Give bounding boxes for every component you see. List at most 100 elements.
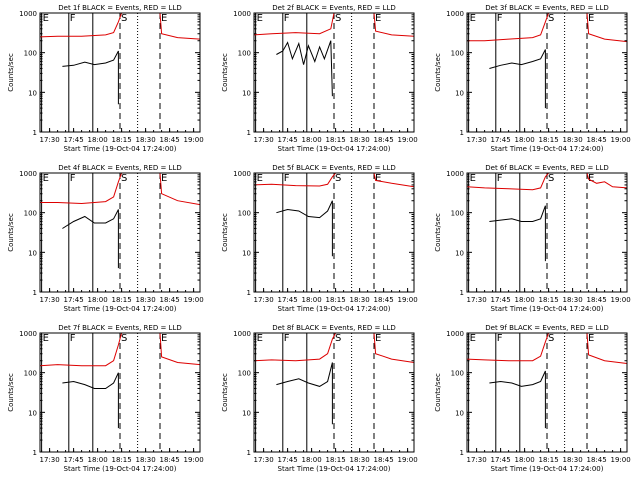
x-tick-label: 19:00 xyxy=(398,296,418,304)
x-tick-label: 17:30 xyxy=(40,456,60,464)
x-tick-label: 17:45 xyxy=(278,456,298,464)
y-tick-label: 1 xyxy=(33,449,37,457)
y-tick-label: 10 xyxy=(28,89,37,97)
y-tick-label: 1 xyxy=(460,289,464,297)
marker-label: E xyxy=(43,173,49,184)
y-tick-label: 100 xyxy=(238,210,251,218)
x-tick-label: 18:30 xyxy=(563,136,583,144)
marker-label: S xyxy=(121,333,127,344)
marker-label: F xyxy=(497,333,503,344)
x-tick-label: 17:30 xyxy=(254,136,274,144)
x-tick-label: 18:00 xyxy=(515,136,535,144)
y-tick-label: 1 xyxy=(33,289,37,297)
x-tick-label: 18:45 xyxy=(587,296,607,304)
x-tick-label: 18:00 xyxy=(302,296,322,304)
x-tick-label: 18:00 xyxy=(88,456,108,464)
marker-label: F xyxy=(284,333,290,344)
marker-label: E xyxy=(375,333,381,344)
marker-label: E xyxy=(257,13,263,24)
x-tick-label: 18:15 xyxy=(112,456,132,464)
x-tick-label: 19:00 xyxy=(611,136,631,144)
marker-label: E xyxy=(470,13,476,24)
x-axis-label: Start Time (19-Oct-04 17:24:00) xyxy=(491,305,604,313)
y-tick-label: 10 xyxy=(242,409,251,417)
panel-title: Det 1f BLACK = Events, RED = LLD xyxy=(58,4,181,12)
x-tick-label: 17:30 xyxy=(254,456,274,464)
y-tick-label: 10 xyxy=(242,89,251,97)
x-tick-label: 18:15 xyxy=(326,456,346,464)
events-line xyxy=(62,209,119,269)
x-tick-label: 18:45 xyxy=(160,296,180,304)
x-tick-label: 19:00 xyxy=(611,456,631,464)
marker-label: S xyxy=(121,13,127,24)
y-axis-label: Counts/sec xyxy=(7,213,15,252)
x-tick-label: 18:30 xyxy=(563,296,583,304)
events-line xyxy=(276,362,333,425)
y-tick-label: 100 xyxy=(24,210,37,218)
marker-label: E xyxy=(470,173,476,184)
panel-title: Det 8f BLACK = Events, RED = LLD xyxy=(272,324,395,332)
y-tick-label: 1000 xyxy=(446,330,464,338)
marker-label: E xyxy=(43,333,49,344)
marker-label: E xyxy=(588,173,594,184)
x-tick-label: 17:30 xyxy=(40,296,60,304)
events-line xyxy=(62,372,119,429)
x-tick-label: 19:00 xyxy=(184,136,204,144)
marker-label: F xyxy=(70,173,76,184)
events-line xyxy=(489,49,546,109)
x-tick-label: 18:15 xyxy=(326,296,346,304)
y-tick-label: 1 xyxy=(460,129,464,137)
y-tick-label: 1000 xyxy=(233,170,251,178)
x-tick-label: 18:15 xyxy=(112,136,132,144)
x-tick-label: 18:30 xyxy=(136,136,156,144)
plot-frame xyxy=(253,172,415,293)
y-tick-label: 1000 xyxy=(446,170,464,178)
plot-frame xyxy=(253,12,415,133)
plot-frame xyxy=(466,12,628,133)
y-tick-label: 100 xyxy=(451,210,464,218)
x-tick-label: 17:45 xyxy=(491,456,511,464)
y-axis-label: Counts/sec xyxy=(7,373,15,412)
plot-frame xyxy=(39,12,201,133)
panel-title: Det 9f BLACK = Events, RED = LLD xyxy=(485,324,608,332)
marker-label: S xyxy=(335,173,341,184)
y-axis-label: Counts/sec xyxy=(221,213,229,252)
marker-label: E xyxy=(375,13,381,24)
marker-label: E xyxy=(43,13,49,24)
plot-frame xyxy=(466,172,628,293)
y-axis-label: Counts/sec xyxy=(434,373,442,412)
x-tick-label: 18:15 xyxy=(112,296,132,304)
x-tick-label: 18:00 xyxy=(302,136,322,144)
panel-title: Det 4f BLACK = Events, RED = LLD xyxy=(58,164,181,172)
marker-label: F xyxy=(497,173,503,184)
marker-label: F xyxy=(284,173,290,184)
x-tick-label: 18:00 xyxy=(515,296,535,304)
x-axis-label: Start Time (19-Oct-04 17:24:00) xyxy=(278,305,391,313)
events-line xyxy=(489,370,546,429)
marker-label: S xyxy=(335,13,341,24)
y-tick-label: 10 xyxy=(455,409,464,417)
y-tick-label: 10 xyxy=(455,249,464,257)
y-tick-label: 1 xyxy=(247,129,251,137)
x-tick-label: 18:45 xyxy=(374,136,394,144)
x-tick-label: 19:00 xyxy=(398,136,418,144)
x-tick-label: 19:00 xyxy=(184,456,204,464)
x-tick-label: 17:45 xyxy=(64,136,84,144)
x-tick-label: 18:00 xyxy=(88,136,108,144)
x-tick-label: 18:45 xyxy=(374,456,394,464)
y-tick-label: 10 xyxy=(28,249,37,257)
lld-line xyxy=(466,332,628,364)
y-axis-label: Counts/sec xyxy=(221,373,229,412)
y-tick-label: 1000 xyxy=(233,330,251,338)
x-tick-label: 18:15 xyxy=(539,456,559,464)
marker-label: E xyxy=(161,13,167,24)
panel-title: Det 3f BLACK = Events, RED = LLD xyxy=(485,4,608,12)
plot-frame xyxy=(253,332,415,453)
plot-frame xyxy=(39,172,201,293)
events-line xyxy=(489,205,546,262)
y-tick-label: 1 xyxy=(247,289,251,297)
